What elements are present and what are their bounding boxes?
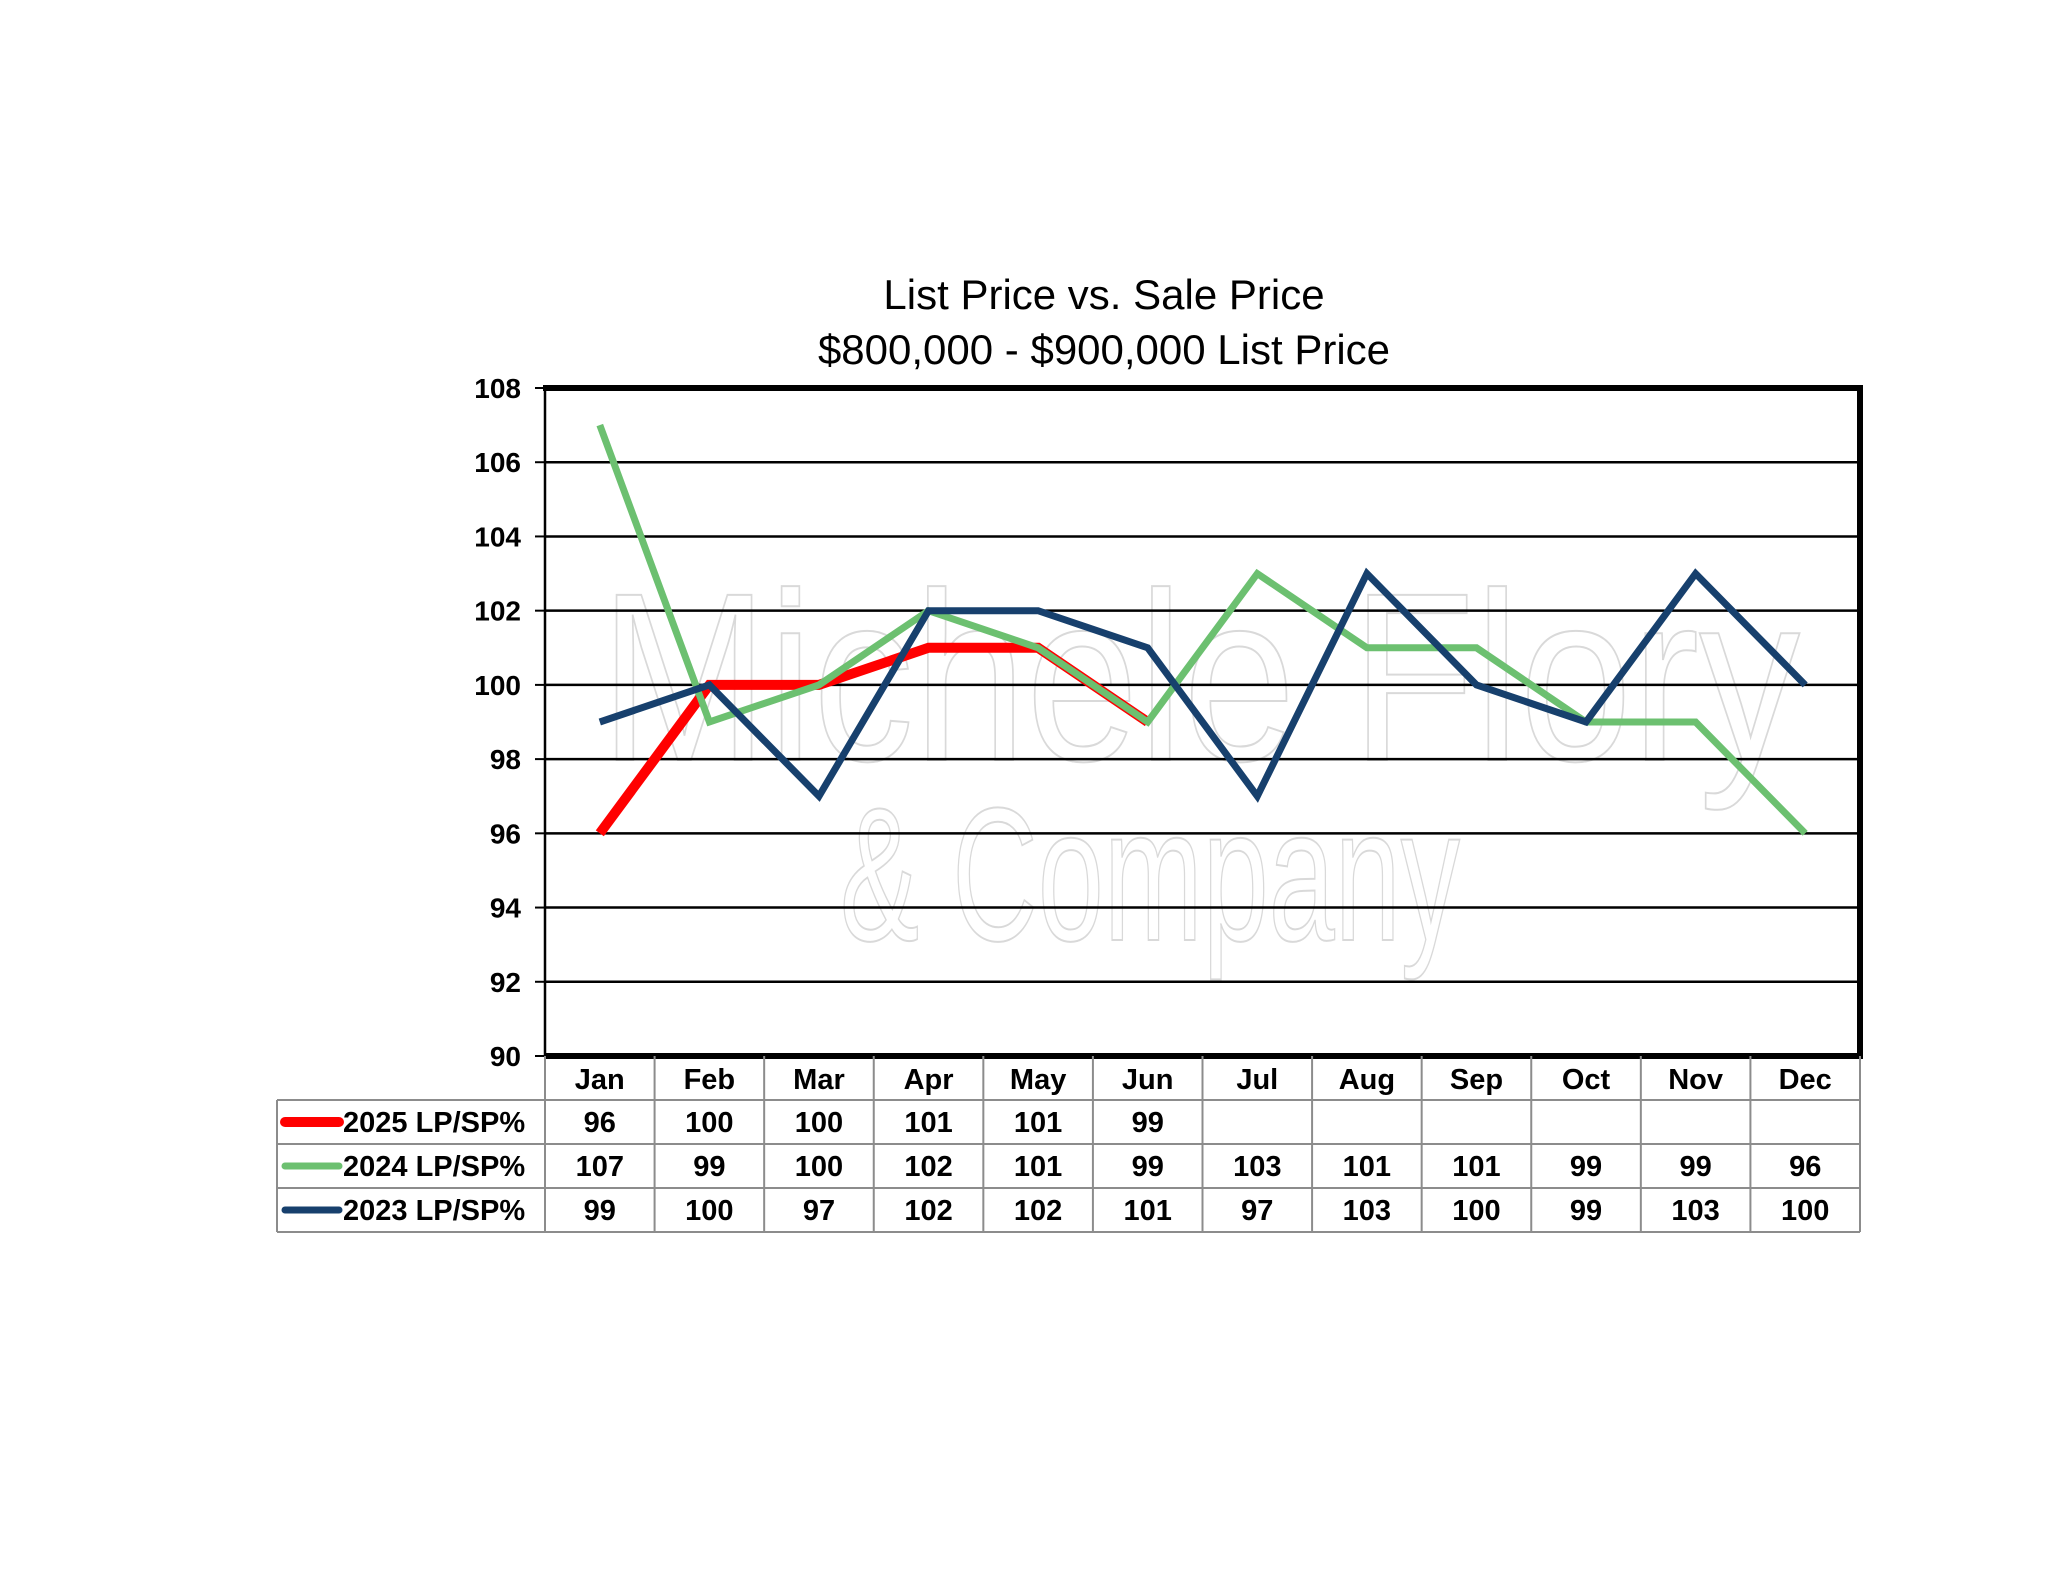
- y-tick-label-100: 100: [474, 670, 521, 701]
- table-cell-2023-aug: 103: [1343, 1195, 1391, 1227]
- table-cell-2024-aug: 101: [1343, 1151, 1391, 1183]
- chart-title: List Price vs. Sale Price: [883, 271, 1324, 318]
- table-cell-2023-feb: 100: [685, 1195, 733, 1227]
- x-tick-label-jul: Jul: [1236, 1064, 1278, 1096]
- table-cell-2024-jan: 107: [576, 1151, 624, 1183]
- watermark-text-line2: & Company: [840, 769, 1460, 981]
- y-tick-label-102: 102: [474, 596, 521, 627]
- x-tick-label-aug: Aug: [1339, 1064, 1395, 1096]
- x-tick-label-sep: Sep: [1450, 1064, 1503, 1096]
- x-tick-label-nov: Nov: [1668, 1064, 1723, 1096]
- table-cell-2025-jun: 99: [1132, 1107, 1164, 1139]
- y-tick-label-90: 90: [490, 1041, 521, 1072]
- x-tick-label-apr: Apr: [904, 1064, 954, 1096]
- y-axis-ticks: 90 92 94 96 98 100 102 104 106 108: [474, 373, 545, 1072]
- legend-label-2024: 2024 LP/SP%: [343, 1151, 525, 1183]
- table-cell-2024-apr: 102: [904, 1151, 952, 1183]
- y-tick-label-96: 96: [490, 818, 521, 849]
- table-cell-2024-sep: 101: [1452, 1151, 1500, 1183]
- y-tick-label-94: 94: [490, 893, 522, 924]
- y-tick-label-108: 108: [474, 373, 521, 404]
- table-cell-2023-apr: 102: [904, 1195, 952, 1227]
- data-table: Jan Feb Mar Apr May Jun Jul Aug Sep Oct Nov Dec 2025…: [276, 1056, 1861, 1233]
- table-cell-2025-jan: 96: [584, 1107, 616, 1139]
- table-cell-2024-jun: 99: [1132, 1151, 1164, 1183]
- table-cell-2024-jul: 103: [1233, 1151, 1281, 1183]
- table-cell-2023-sep: 100: [1452, 1195, 1500, 1227]
- watermark-logo: Michele Flory & Company: [599, 542, 1801, 982]
- x-tick-label-feb: Feb: [684, 1064, 736, 1096]
- series-lines: [595, 423, 1808, 837]
- table-cell-2025-feb: 100: [685, 1107, 733, 1139]
- x-tick-label-oct: Oct: [1562, 1064, 1611, 1096]
- table-cell-2024-dec: 96: [1789, 1151, 1821, 1183]
- table-cell-2023-jan: 99: [584, 1195, 616, 1227]
- legend-label-2023: 2023 LP/SP%: [343, 1195, 525, 1227]
- x-tick-label-may: May: [1010, 1064, 1066, 1096]
- series-line-2024: [596, 423, 1808, 836]
- y-tick-label-98: 98: [490, 744, 521, 775]
- table-cell-2024-oct: 99: [1570, 1151, 1602, 1183]
- y-tick-label-106: 106: [474, 447, 521, 478]
- x-tick-label-jan: Jan: [575, 1064, 625, 1096]
- table-cell-2024-feb: 99: [693, 1151, 725, 1183]
- table-cell-2023-oct: 99: [1570, 1195, 1602, 1227]
- series-line-2023: [598, 567, 1808, 803]
- x-tick-label-jun: Jun: [1122, 1064, 1174, 1096]
- table-cell-2024-may: 101: [1014, 1151, 1062, 1183]
- table-cell-2025-may: 101: [1014, 1107, 1062, 1139]
- table-cell-2023-jul: 97: [1241, 1195, 1273, 1227]
- table-cell-2023-may: 102: [1014, 1195, 1062, 1227]
- x-tick-label-dec: Dec: [1779, 1064, 1832, 1096]
- table-cell-2024-nov: 99: [1679, 1151, 1711, 1183]
- table-cell-2023-mar: 97: [803, 1195, 835, 1227]
- table-cell-2025-mar: 100: [795, 1107, 843, 1139]
- table-cell-2023-nov: 103: [1671, 1195, 1719, 1227]
- y-tick-label-104: 104: [474, 521, 521, 552]
- table-cell-2025-apr: 101: [904, 1107, 952, 1139]
- table-cell-2024-mar: 100: [795, 1151, 843, 1183]
- legend-label-2025: 2025 LP/SP%: [343, 1107, 525, 1139]
- watermark-text-line1: Michele Flory: [600, 543, 1800, 811]
- table-cell-2023-jun: 101: [1124, 1195, 1172, 1227]
- x-tick-label-mar: Mar: [793, 1064, 845, 1096]
- chart-subtitle: $800,000 - $900,000 List Price: [818, 326, 1390, 373]
- y-tick-label-92: 92: [490, 967, 521, 998]
- table-cell-2023-dec: 100: [1781, 1195, 1829, 1227]
